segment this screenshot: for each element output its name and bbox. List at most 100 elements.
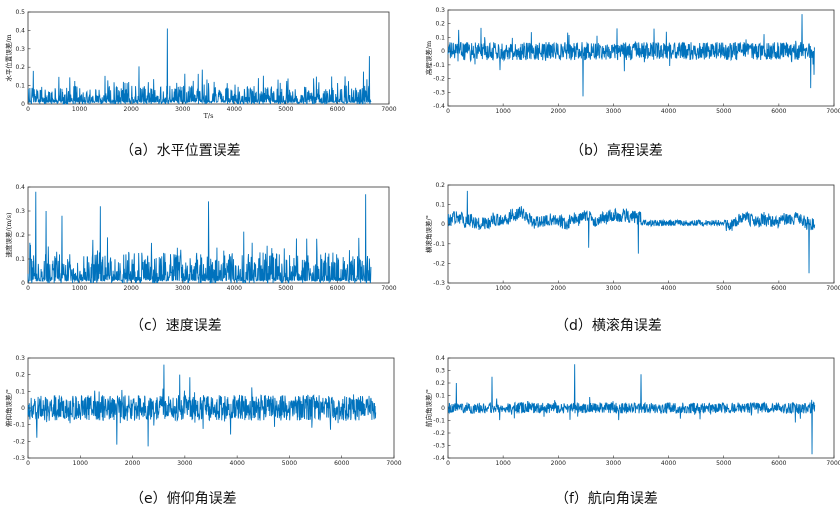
x-tick-label: 4000 [230,460,245,467]
x-tick-label: 3000 [175,285,190,292]
y-tick-label: -0.2 [433,260,445,267]
x-tick-label: 4000 [661,108,676,115]
x-tick-label: 0 [446,285,450,292]
x-tick-label: 3000 [606,108,621,115]
series-line [27,191,372,284]
y-tick-label: 0.3 [15,208,25,215]
x-tick-label: 0 [26,460,30,467]
x-tick-label: 7000 [826,460,840,467]
y-tick-label: -0.4 [433,455,445,462]
series-line [447,14,816,97]
y-tick-label: 0.2 [435,182,445,189]
x-axis-label: T/s [204,112,214,120]
chart-d: 0 1000 2000 3000 4000 5000 6000 7000 -0.3 -0.2 -0.… [424,182,840,292]
x-tick-label: 2000 [551,108,566,115]
y-tick-label: 0.3 [435,368,445,375]
series-line [447,190,816,274]
caption-a: （a）水平位置误差 [120,143,241,159]
caption-f: （f）航向角误差 [555,491,658,507]
x-tick-label: 5000 [282,460,297,467]
y-tick-label: -0.4 [433,103,445,110]
y-tick-label: 0.2 [15,232,25,239]
y-tick-label: 0.4 [15,184,25,191]
x-tick-label: 4000 [227,106,242,113]
plot-frame [447,184,835,284]
y-axis-label: 横滚角误差/° [424,215,433,253]
y-tick-label: -0.3 [433,443,445,450]
x-tick-label: 3000 [175,106,190,113]
x-tick-label: 1000 [496,460,511,467]
x-tick-label: 4000 [227,285,242,292]
chart-panel-b: 0 1000 2000 3000 4000 5000 6000 7000 -0.4 -0.3 -0.… [420,0,840,170]
y-tick-label: -0.2 [433,76,445,83]
x-tick-label: 7000 [386,460,401,467]
caption-b: （b）高程误差 [570,143,663,159]
x-tick-label: 2000 [125,460,140,467]
y-axis-label: 航向角误差/° [424,389,433,427]
chart-panel-e: 0 1000 2000 3000 4000 5000 6000 7000 -0.3 -0.2 -0.… [0,350,420,512]
x-tick-label: 1000 [73,460,88,467]
x-tick-label: 5000 [716,108,731,115]
x-tick-label: 6000 [334,460,349,467]
chart-f: 0 1000 2000 3000 4000 5000 6000 7000 -0.4 -0.3 -0.… [424,355,840,467]
series-line [27,28,372,105]
y-tick-label: 0.2 [435,21,445,28]
series-line [27,364,377,447]
x-tick-label: 5000 [278,106,293,113]
x-tick-label: 1000 [496,285,511,292]
y-tick-label: 0.1 [15,83,25,90]
y-axis-label: 俯仰角误差/° [4,389,13,427]
y-tick-label: 0.2 [435,380,445,387]
x-tick-label: 6000 [330,106,345,113]
y-tick-label: 0 [21,280,25,287]
x-tick-label: 3000 [606,460,621,467]
y-tick-label: 0.1 [15,388,25,395]
x-tick-label: 5000 [716,460,731,467]
x-tick-label: 7000 [381,106,396,113]
chart-c: 0 1000 2000 3000 4000 5000 6000 7000 0 0.1 0.2 0.3 0… [4,184,397,292]
y-tick-label: -0.2 [13,438,25,445]
y-tick-label: -0.3 [13,455,25,462]
x-tick-label: 4000 [661,285,676,292]
x-tick-label: 6000 [330,285,345,292]
x-tick-label: 3000 [177,460,192,467]
y-axis-label: 水平位置误差/m [4,34,13,81]
x-tick-label: 0 [446,460,450,467]
y-tick-label: 0 [441,221,445,228]
x-tick-label: 2000 [551,460,566,467]
x-tick-label: 7000 [826,285,840,292]
y-tick-label: 0 [21,405,25,412]
y-tick-label: 0.4 [15,27,25,34]
y-tick-label: 0.4 [435,355,445,362]
chart-e: 0 1000 2000 3000 4000 5000 6000 7000 -0.3 -0.2 -0.… [4,355,402,467]
x-tick-label: 4000 [661,460,676,467]
x-tick-label: 0 [446,108,450,115]
y-tick-label: -0.1 [433,62,445,69]
y-axis-label: 高程误差/m [424,41,433,75]
y-tick-label: -0.2 [433,430,445,437]
chart-panel-f: 0 1000 2000 3000 4000 5000 6000 7000 -0.4 -0.3 -0.… [420,350,840,512]
x-tick-label: 1000 [72,106,87,113]
caption-c: （c）速度误差 [130,318,222,334]
chart-panel-a: 0 1000 2000 3000 4000 5000 6000 7000 0 0.1 0.2 0.3 0… [0,0,420,170]
x-tick-label: 6000 [771,460,786,467]
caption-e: （e）俯仰角误差 [130,491,237,507]
chart-a: 0 1000 2000 3000 4000 5000 6000 7000 0 0.1 0.2 0.3 0… [4,9,397,120]
x-tick-label: 1000 [72,285,87,292]
y-tick-label: 0.3 [15,355,25,362]
x-tick-label: 6000 [771,108,786,115]
y-tick-label: 0.5 [15,9,25,16]
y-axis-label: 速度误差/(m/s) [4,212,13,257]
y-tick-label: -0.1 [433,241,445,248]
x-tick-label: 7000 [381,285,396,292]
y-tick-label: 0 [441,405,445,412]
y-tick-label: 0.1 [435,393,445,400]
x-tick-label: 2000 [124,285,139,292]
y-tick-label: 0 [21,101,25,108]
y-tick-label: 0 [441,48,445,55]
y-tick-label: 0.2 [15,372,25,379]
x-tick-label: 5000 [278,285,293,292]
x-tick-label: 3000 [606,285,621,292]
chart-panel-d: 0 1000 2000 3000 4000 5000 6000 7000 -0.3 -0.2 -0.… [420,175,840,345]
y-tick-label: -0.3 [433,280,445,287]
